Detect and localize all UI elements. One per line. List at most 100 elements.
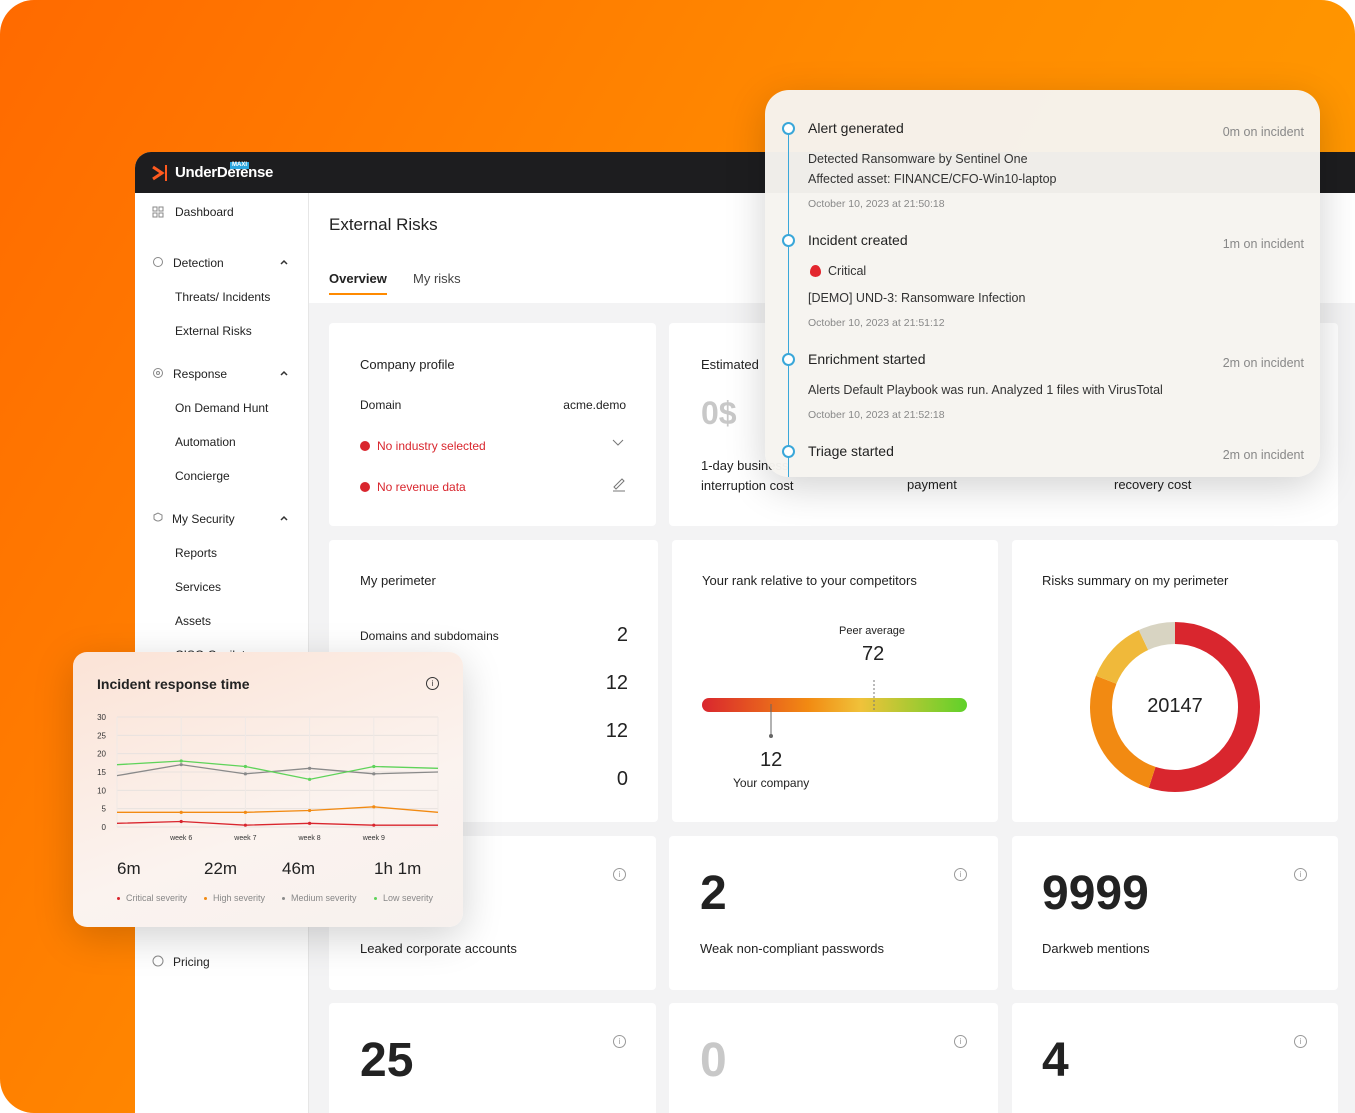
- incident-response-card: Incident response time i 0 5 10 15 20 25 30 wee…: [73, 652, 463, 927]
- company-profile-card: Company profile Domain acme.demo No indu…: [329, 323, 656, 526]
- series-line: [116, 820, 438, 826]
- legend-dot: [282, 897, 285, 900]
- event-title: Incident created: [808, 232, 908, 248]
- tab[interactable]: Overview: [329, 271, 387, 295]
- stat-value: 25: [360, 1034, 414, 1087]
- donut-total: 20147: [1147, 695, 1203, 717]
- estimated-label: payment: [907, 477, 957, 492]
- summary-value: 22m: [204, 859, 238, 878]
- nav-item[interactable]: Threats/ Incidents: [175, 290, 271, 304]
- point: [179, 759, 183, 763]
- stat-card: i 9999 Darkweb mentions: [1012, 836, 1338, 990]
- point: [179, 810, 183, 814]
- y-tick-label: 5: [102, 805, 107, 814]
- field-label: Domain: [360, 398, 402, 412]
- card-title: Company profile: [360, 357, 455, 372]
- logo-icon: [152, 165, 167, 181]
- legend-label: Low severity: [383, 893, 434, 903]
- nav-item[interactable]: On Demand Hunt: [175, 401, 269, 415]
- peer-value: 72: [862, 643, 885, 665]
- timeline-dot: [782, 234, 795, 247]
- stat-card: i 2 Weak non-compliant passwords: [669, 836, 998, 990]
- event-time: 0m on incident: [1222, 125, 1304, 139]
- point: [243, 823, 247, 827]
- legend-label: Medium severity: [291, 893, 357, 903]
- info-icon[interactable]: i: [613, 1035, 626, 1048]
- y-tick-label: 0: [102, 823, 107, 832]
- info-icon[interactable]: i: [1294, 868, 1307, 881]
- logo-text: UnderDefense: [175, 164, 274, 181]
- point: [372, 823, 376, 827]
- info-icon[interactable]: i: [1294, 1035, 1307, 1048]
- nav-item[interactable]: Dashboard: [175, 205, 234, 219]
- rank-gauge: [702, 698, 967, 712]
- stat-value: 9999: [1042, 867, 1149, 920]
- donut-segment: [1138, 622, 1176, 651]
- stat-label: Weak non-compliant passwords: [700, 941, 885, 956]
- donut: [1090, 622, 1260, 792]
- event-title: Enrichment started: [808, 351, 926, 367]
- line-chart: 0 5 10 15 20 25 30 week 6 week 7 week 8 week 9: [97, 713, 439, 842]
- timeline-dot: [782, 122, 795, 135]
- donut-segment: [1148, 622, 1260, 792]
- stat-value: 2: [700, 867, 727, 920]
- series-line: [117, 806, 439, 813]
- info-icon[interactable]: i: [954, 1035, 967, 1048]
- event-title: Triage started: [808, 443, 894, 459]
- nav-item[interactable]: External Risks: [175, 324, 252, 338]
- stat-label: Darkweb mentions: [1042, 941, 1150, 956]
- x-tick-label: week 9: [362, 835, 385, 842]
- nav-item[interactable]: Automation: [175, 435, 236, 449]
- page-title: External Risks: [329, 215, 438, 234]
- legend-dot: [374, 897, 377, 900]
- series-line: [116, 760, 439, 780]
- tab[interactable]: My risks: [413, 271, 461, 286]
- nav-group[interactable]: Response: [173, 367, 228, 381]
- row-value: 12: [605, 672, 628, 694]
- event-text: [DEMO] UND-3: Ransomware Infection: [808, 291, 1026, 305]
- event-severity: Critical: [828, 264, 867, 278]
- card-title: Estimated: [701, 357, 759, 372]
- y-tick-label: 10: [97, 786, 106, 795]
- info-icon[interactable]: i: [613, 868, 626, 881]
- estimated-label: recovery cost: [1114, 477, 1192, 492]
- point: [308, 808, 312, 813]
- nav-item[interactable]: Assets: [175, 614, 212, 628]
- stat-value: 0: [700, 1034, 727, 1087]
- nav-item[interactable]: Pricing: [173, 955, 210, 969]
- nav-group[interactable]: Detection: [173, 256, 224, 270]
- risks-card: Risks summary on my perimeter 20147: [1012, 540, 1338, 822]
- card-title: My perimeter: [360, 573, 436, 588]
- event-time: 2m on incident: [1222, 448, 1304, 462]
- nav-icons: [152, 206, 288, 967]
- company-value: 12: [760, 749, 783, 771]
- nav-item[interactable]: Reports: [175, 546, 218, 560]
- nav-item[interactable]: Services: [175, 580, 222, 594]
- severity-icon: [810, 265, 821, 277]
- warning-dot: [360, 441, 370, 451]
- point: [372, 764, 376, 769]
- nav-group[interactable]: My Security: [172, 512, 235, 526]
- donut-segment: [1095, 630, 1149, 685]
- event-date: October 10, 2023 at 21:52:18: [808, 409, 945, 421]
- legend-label: Critical severity: [126, 893, 188, 903]
- company-label: Your company: [733, 776, 810, 790]
- point: [179, 763, 183, 767]
- timeline-line: [788, 128, 789, 477]
- event-time: 1m on incident: [1222, 237, 1304, 251]
- point: [243, 772, 247, 776]
- warning-text: No industry selected: [377, 439, 486, 453]
- point: [308, 777, 312, 781]
- y-tick-label: 25: [97, 731, 106, 740]
- point: [243, 764, 247, 769]
- y-tick-label: 15: [97, 768, 106, 777]
- y-tick-label: 20: [97, 750, 106, 759]
- row-value: 12: [605, 720, 628, 742]
- point: [243, 810, 247, 814]
- info-icon[interactable]: i: [954, 868, 967, 881]
- x-tick-label: week 7: [233, 835, 256, 842]
- nav-item[interactable]: Concierge: [175, 469, 230, 483]
- card-title: Risks summary on my perimeter: [1042, 573, 1229, 588]
- info-icon[interactable]: i: [426, 677, 439, 690]
- event-date: October 10, 2023 at 21:51:12: [808, 317, 945, 329]
